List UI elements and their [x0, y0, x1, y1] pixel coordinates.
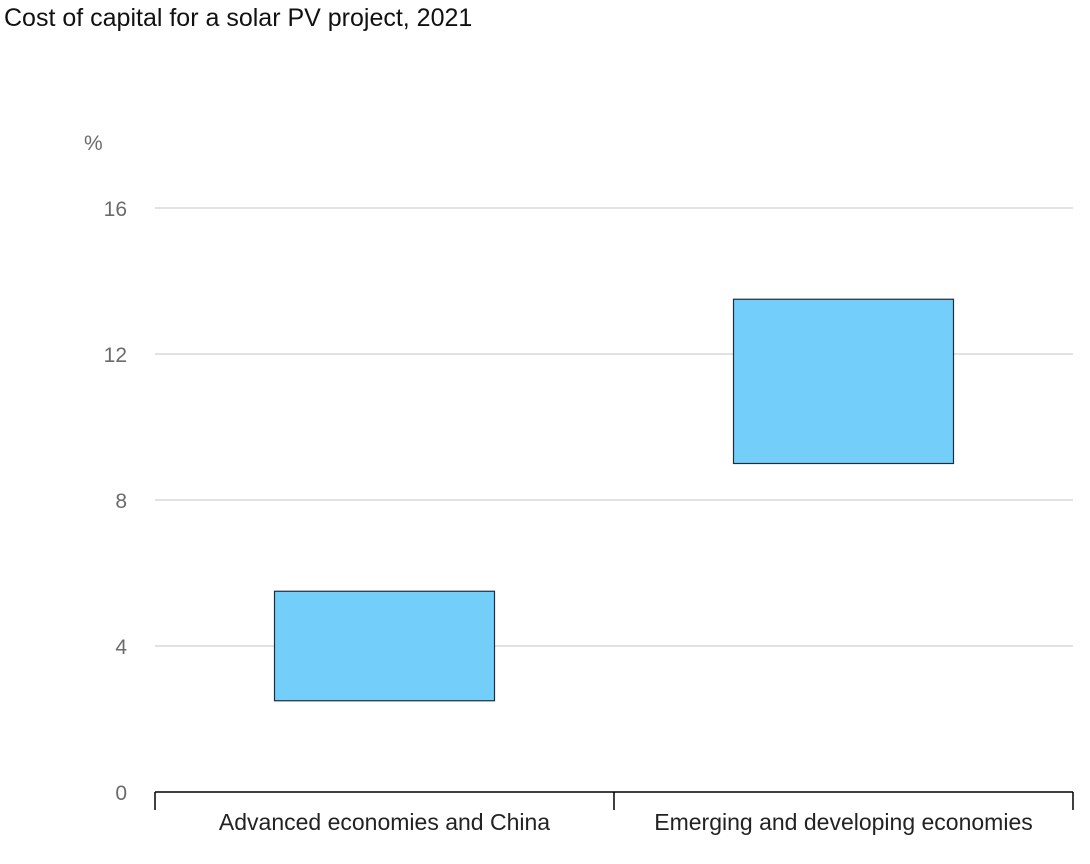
- chart-title: Cost of capital for a solar PV project, …: [4, 4, 473, 32]
- y-tick-label: 0: [115, 782, 127, 805]
- range-bar: [732, 298, 955, 465]
- x-tick-label: Advanced economies and China: [219, 809, 550, 835]
- x-tick-label: Emerging and developing economies: [654, 809, 1032, 835]
- y-tick-label: 16: [104, 198, 127, 221]
- y-axis-ticks: 0 4 8 12 16: [104, 198, 128, 805]
- bars: [273, 298, 955, 702]
- y-axis-label: %: [84, 132, 103, 155]
- x-axis: Advanced economies and China Emerging and…: [154, 791, 1074, 835]
- range-bar: [273, 590, 496, 702]
- y-tick-label: 8: [115, 490, 127, 513]
- y-tick-label: 4: [115, 636, 127, 659]
- y-tick-label: 12: [104, 344, 127, 367]
